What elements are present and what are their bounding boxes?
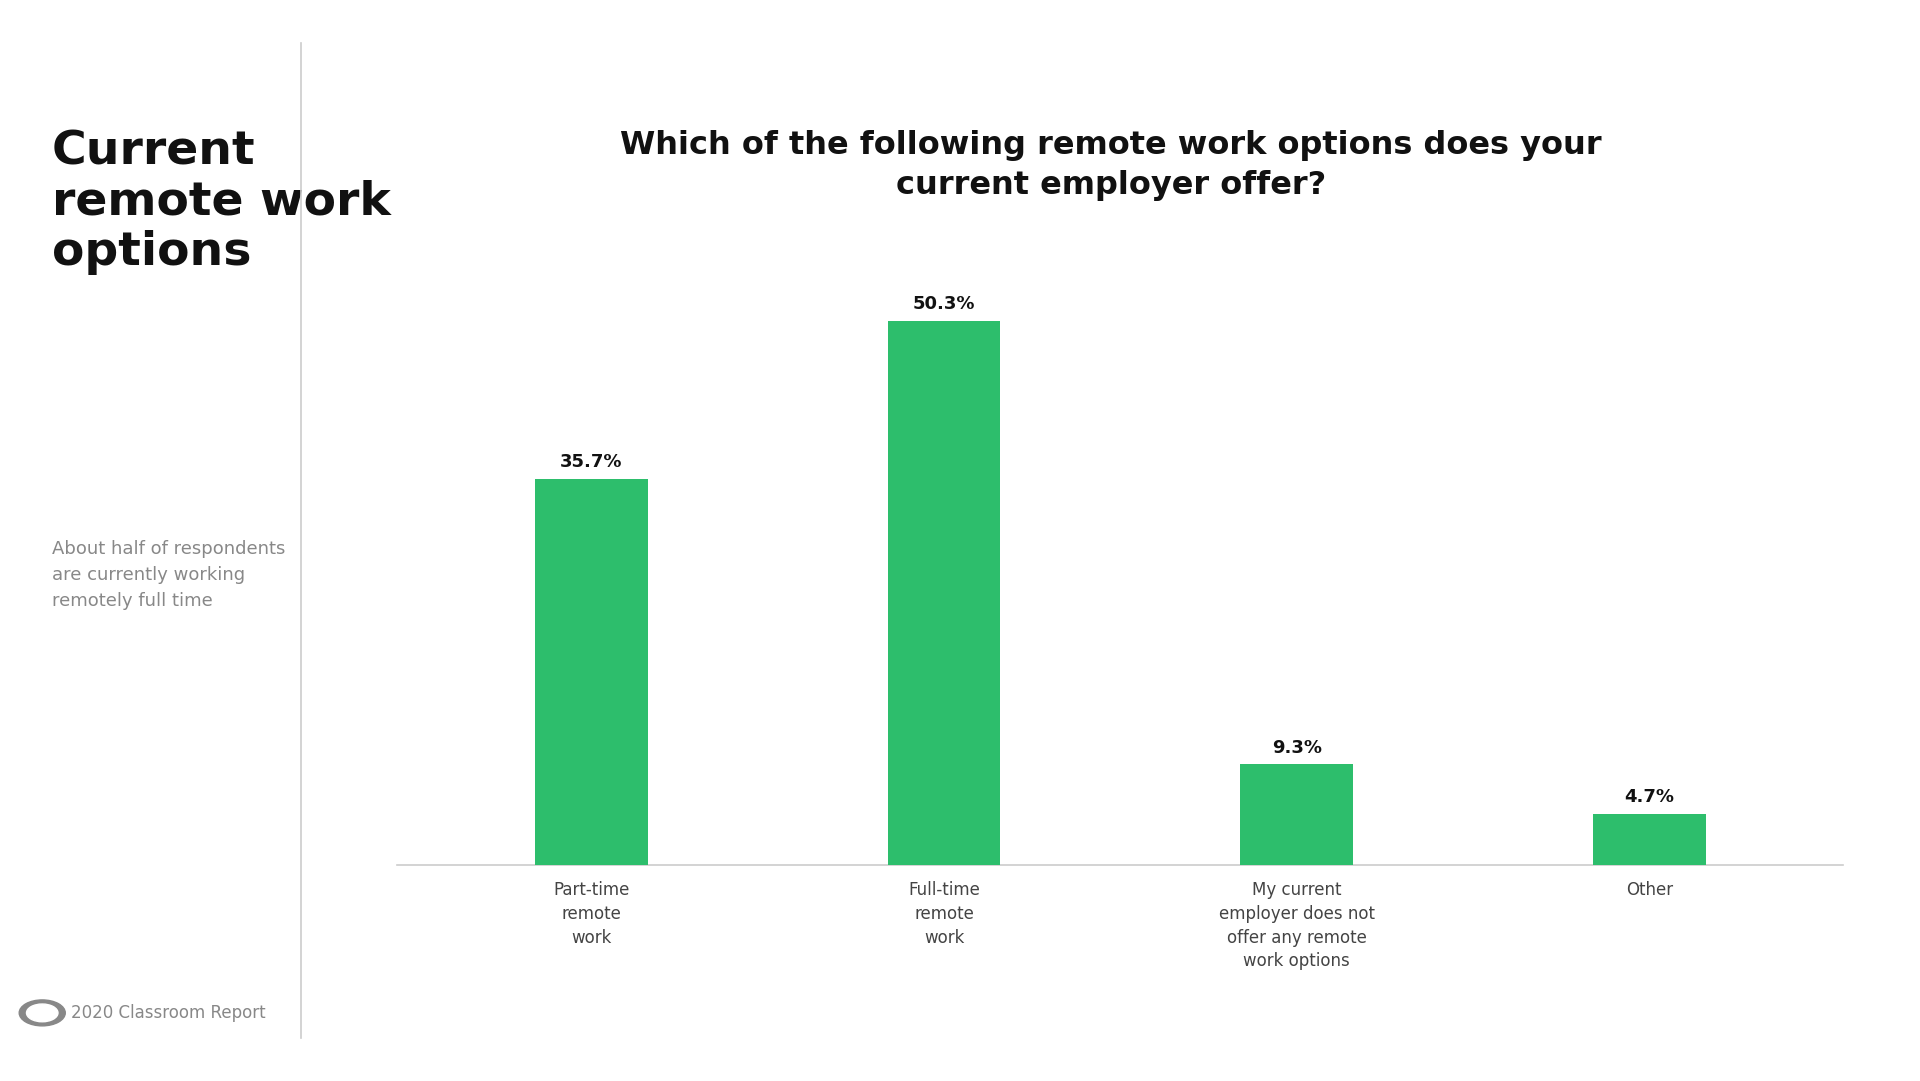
Text: 4.7%: 4.7% — [1624, 788, 1674, 806]
Text: 9.3%: 9.3% — [1271, 738, 1321, 757]
Text: Current
remote work
options: Current remote work options — [52, 130, 390, 276]
Text: Which of the following remote work options does your
current employer offer?: Which of the following remote work optio… — [620, 130, 1601, 201]
Text: 2020 Classroom Report: 2020 Classroom Report — [71, 1003, 265, 1022]
Text: 35.7%: 35.7% — [561, 453, 622, 471]
Text: About half of respondents
are currently working
remotely full time: About half of respondents are currently … — [52, 540, 286, 610]
Bar — [1594, 814, 1705, 865]
Bar — [1240, 764, 1354, 865]
Bar — [536, 479, 647, 865]
Text: 50.3%: 50.3% — [912, 295, 975, 313]
Bar — [887, 321, 1000, 865]
